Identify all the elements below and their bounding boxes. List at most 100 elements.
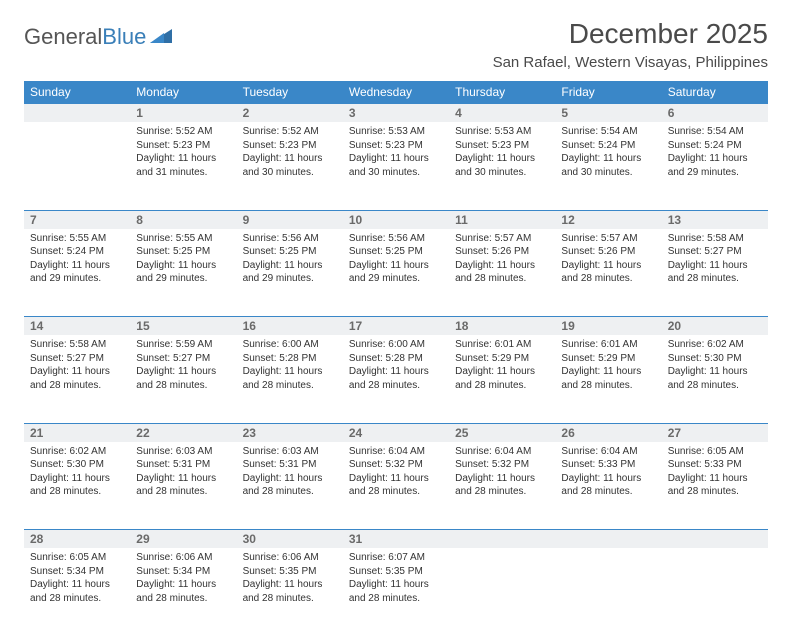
day-body-cell: Sunrise: 5:59 AMSunset: 5:27 PMDaylight:… <box>130 335 236 423</box>
sunrise-text: Sunrise: 5:57 AM <box>561 232 655 246</box>
day-body-cell: Sunrise: 5:55 AMSunset: 5:24 PMDaylight:… <box>24 229 130 317</box>
daylight-text-2: and 28 minutes. <box>561 272 655 286</box>
daylight-text-2: and 28 minutes. <box>561 379 655 393</box>
day-body-cell: Sunrise: 5:54 AMSunset: 5:24 PMDaylight:… <box>555 122 661 210</box>
day-number-cell: 9 <box>237 210 343 229</box>
sunrise-text: Sunrise: 6:03 AM <box>136 445 230 459</box>
daylight-text-1: Daylight: 11 hours <box>136 472 230 486</box>
sunrise-text: Sunrise: 6:00 AM <box>349 338 443 352</box>
daylight-text-2: and 28 minutes. <box>455 379 549 393</box>
daylight-text-2: and 28 minutes. <box>668 272 762 286</box>
day-body-cell: Sunrise: 6:00 AMSunset: 5:28 PMDaylight:… <box>237 335 343 423</box>
day-number-cell: 23 <box>237 423 343 442</box>
day-number-cell: 6 <box>662 104 768 123</box>
sunrise-text: Sunrise: 5:56 AM <box>349 232 443 246</box>
calendar-week-row: Sunrise: 6:02 AMSunset: 5:30 PM Daylight:… <box>24 442 768 530</box>
daylight-text-1: Daylight: 11 hours <box>136 365 230 379</box>
sunset-text: Sunset: 5:27 PM <box>668 245 762 259</box>
daylight-text-2: and 28 minutes. <box>30 485 124 499</box>
weekday-header: Wednesday <box>343 81 449 104</box>
daylight-text-2: and 28 minutes. <box>136 379 230 393</box>
daylight-text-1: Daylight: 11 hours <box>561 472 655 486</box>
day-body-cell: Sunrise: 6:06 AMSunset: 5:34 PMDaylight:… <box>130 548 236 636</box>
day-number-cell: 2 <box>237 104 343 123</box>
day-body-cell: Sunrise: 5:54 AMSunset: 5:24 PMDaylight:… <box>662 122 768 210</box>
day-number-cell: 21 <box>24 423 130 442</box>
daylight-text-2: and 31 minutes. <box>136 166 230 180</box>
sunrise-text: Sunrise: 6:05 AM <box>668 445 762 459</box>
sunrise-text: Sunrise: 5:52 AM <box>136 125 230 139</box>
sunrise-text: Sunrise: 6:07 AM <box>349 551 443 565</box>
weekday-header: Monday <box>130 81 236 104</box>
logo-part1: General <box>24 24 102 49</box>
daylight-text-1: Daylight: 11 hours <box>136 152 230 166</box>
day-body-cell <box>555 548 661 636</box>
daylight-text-1: Daylight: 11 hours <box>561 365 655 379</box>
day-number-cell: 30 <box>237 530 343 549</box>
sunset-text: Sunset: 5:34 PM <box>136 565 230 579</box>
day-body-cell: Sunrise: 6:02 AMSunset: 5:30 PMDaylight:… <box>24 442 130 530</box>
sunset-text: Sunset: 5:30 PM <box>30 458 124 472</box>
daylight-text-2: and 28 minutes. <box>136 485 230 499</box>
daylight-text-2: and 28 minutes. <box>349 485 443 499</box>
sunrise-text: Sunrise: 6:02 AM <box>30 445 124 459</box>
day-number-cell: 26 <box>555 423 661 442</box>
location: San Rafael, Western Visayas, Philippines <box>493 54 768 71</box>
calendar-body: 123456Sunrise: 5:52 AMSunset: 5:23 PMDay… <box>24 104 768 636</box>
sunrise-text: Sunrise: 6:04 AM <box>349 445 443 459</box>
weekday-header: Saturday <box>662 81 768 104</box>
day-number-cell <box>24 104 130 123</box>
sunset-text: Sunset: 5:32 PM <box>349 458 443 472</box>
daylight-text-1: Daylight: 11 hours <box>243 259 337 273</box>
day-number-cell: 5 <box>555 104 661 123</box>
daylight-text-2: and 28 minutes. <box>243 485 337 499</box>
daylight-text-1: Daylight: 11 hours <box>349 472 443 486</box>
day-number-cell: 29 <box>130 530 236 549</box>
sunrise-text: Sunrise: 6:04 AM <box>455 445 549 459</box>
sunset-text: Sunset: 5:29 PM <box>455 352 549 366</box>
sunrise-text: Sunrise: 6:06 AM <box>243 551 337 565</box>
daylight-text-2: and 30 minutes. <box>243 166 337 180</box>
day-number-cell: 11 <box>449 210 555 229</box>
day-number-cell: 17 <box>343 317 449 336</box>
day-number-cell: 3 <box>343 104 449 123</box>
sunset-text: Sunset: 5:24 PM <box>30 245 124 259</box>
weekday-header: Thursday <box>449 81 555 104</box>
day-body-cell: Sunrise: 6:03 AMSunset: 5:31 PMDaylight:… <box>237 442 343 530</box>
day-number-cell: 22 <box>130 423 236 442</box>
day-number-cell: 31 <box>343 530 449 549</box>
weekday-header: Friday <box>555 81 661 104</box>
daylight-text-2: and 28 minutes. <box>30 379 124 393</box>
day-body-cell: Sunrise: 5:53 AMSunset: 5:23 PMDaylight:… <box>343 122 449 210</box>
sunrise-text: Sunrise: 5:56 AM <box>243 232 337 246</box>
sunrise-text: Sunrise: 5:57 AM <box>455 232 549 246</box>
daylight-text-2: and 28 minutes. <box>243 379 337 393</box>
calendar-daynum-row: 28293031 <box>24 530 768 549</box>
daylight-text-1: Daylight: 11 hours <box>349 365 443 379</box>
sunrise-text: Sunrise: 6:06 AM <box>136 551 230 565</box>
day-number-cell: 20 <box>662 317 768 336</box>
day-number-cell: 13 <box>662 210 768 229</box>
day-number-cell: 16 <box>237 317 343 336</box>
day-number-cell: 24 <box>343 423 449 442</box>
daylight-text-1: Daylight: 11 hours <box>349 259 443 273</box>
day-body-cell: Sunrise: 6:03 AMSunset: 5:31 PMDaylight:… <box>130 442 236 530</box>
daylight-text-2: and 28 minutes. <box>561 485 655 499</box>
day-number-cell: 4 <box>449 104 555 123</box>
calendar-week-row: Sunrise: 6:05 AMSunset: 5:34 PMDaylight:… <box>24 548 768 636</box>
day-body-cell: Sunrise: 5:56 AMSunset: 5:25 PMDaylight:… <box>237 229 343 317</box>
daylight-text-2: and 28 minutes. <box>243 592 337 606</box>
daylight-text-2: and 28 minutes. <box>455 272 549 286</box>
calendar-week-row: Sunrise: 5:58 AMSunset: 5:27 PMDaylight:… <box>24 335 768 423</box>
sunset-text: Sunset: 5:25 PM <box>136 245 230 259</box>
day-body-cell: Sunrise: 6:06 AMSunset: 5:35 PMDaylight:… <box>237 548 343 636</box>
day-number-cell: 19 <box>555 317 661 336</box>
sunrise-text: Sunrise: 6:01 AM <box>561 338 655 352</box>
day-number-cell: 7 <box>24 210 130 229</box>
sunrise-text: Sunrise: 6:04 AM <box>561 445 655 459</box>
sunset-text: Sunset: 5:31 PM <box>243 458 337 472</box>
day-body-cell: Sunrise: 5:57 AMSunset: 5:26 PMDaylight:… <box>555 229 661 317</box>
daylight-text-1: Daylight: 11 hours <box>455 365 549 379</box>
daylight-text-1: Daylight: 11 hours <box>668 472 762 486</box>
calendar-week-row: Sunrise: 5:52 AMSunset: 5:23 PMDaylight:… <box>24 122 768 210</box>
